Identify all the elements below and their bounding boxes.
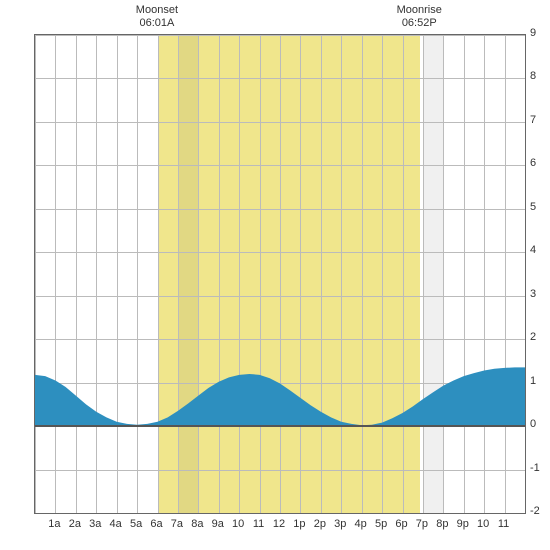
y-axis-label: 6 [530, 157, 536, 169]
y-axis-label: -1 [530, 462, 540, 474]
plot-area [34, 34, 526, 514]
moonset-time: 06:01A [136, 17, 178, 30]
moonrise-title: Moonrise [397, 4, 442, 17]
y-axis-label: 5 [530, 201, 536, 213]
y-axis-label: -2 [530, 505, 540, 517]
tide-area [35, 35, 525, 513]
moonset-title: Moonset [136, 4, 178, 17]
moonrise-label: Moonrise 06:52P [397, 4, 442, 30]
x-axis-label: 10 [232, 518, 244, 530]
x-axis-label: 5p [375, 518, 387, 530]
y-axis-label: 4 [530, 244, 536, 256]
x-axis-label: 8p [436, 518, 448, 530]
x-axis-label: 7a [171, 518, 183, 530]
grid-line-h [35, 513, 525, 514]
y-axis-label: 2 [530, 331, 536, 343]
y-axis-label: 0 [530, 418, 536, 430]
tide-chart: -2-10123456789 1a2a3a4a5a6a7a8a9a1011121… [0, 0, 550, 550]
zero-line [35, 425, 525, 427]
x-axis-label: 12 [273, 518, 285, 530]
x-axis-label: 6a [150, 518, 162, 530]
moonrise-time: 06:52P [397, 17, 442, 30]
x-axis-label: 1p [293, 518, 305, 530]
x-axis-label: 3p [334, 518, 346, 530]
x-axis-label: 7p [416, 518, 428, 530]
x-axis-label: 9p [457, 518, 469, 530]
x-axis-label: 4p [355, 518, 367, 530]
x-axis-label: 5a [130, 518, 142, 530]
x-axis-label: 1a [48, 518, 60, 530]
grid-line-v [525, 35, 526, 513]
x-axis-label: 8a [191, 518, 203, 530]
y-axis-label: 8 [530, 70, 536, 82]
x-axis-label: 2a [69, 518, 81, 530]
y-axis-label: 9 [530, 27, 536, 39]
x-axis-label: 11 [253, 518, 264, 530]
x-axis-label: 4a [110, 518, 122, 530]
y-axis-label: 3 [530, 288, 536, 300]
x-axis-label: 2p [314, 518, 326, 530]
x-axis-label: 6p [395, 518, 407, 530]
moonset-label: Moonset 06:01A [136, 4, 178, 30]
x-axis-label: 10 [477, 518, 489, 530]
y-axis-label: 1 [530, 375, 536, 387]
x-axis-label: 9a [212, 518, 224, 530]
x-axis-label: 3a [89, 518, 101, 530]
x-axis-label: 11 [498, 518, 509, 530]
y-axis-label: 7 [530, 114, 536, 126]
